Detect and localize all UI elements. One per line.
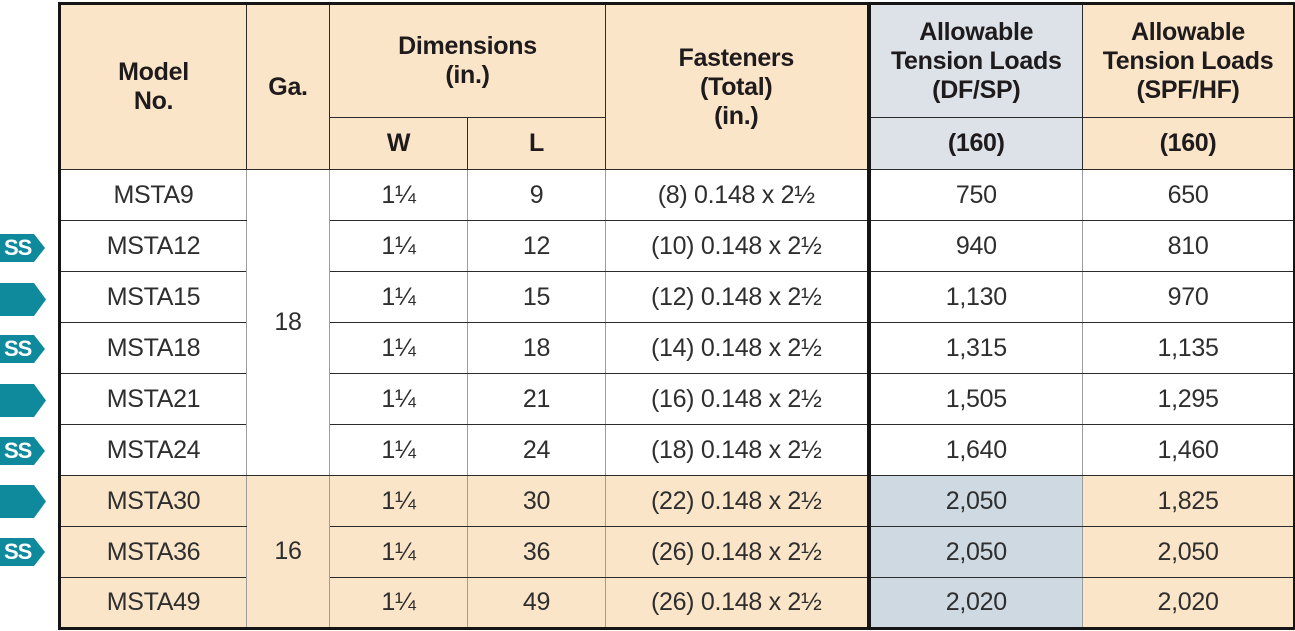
cell-load-dfsp: 2,050 — [866, 475, 1084, 527]
cell-w: 1¼ — [329, 526, 468, 578]
ss-badge-label: SS — [4, 539, 32, 564]
arrow-icon-msta15 — [0, 283, 46, 316]
table-row-msta24: MSTA24 1¼ 24 (18) 0.148 x 2½ 1,640 1,460 — [59, 424, 1295, 476]
ss-badge-msta24: SS — [0, 437, 45, 465]
cell-l: 49 — [466, 577, 607, 629]
cell-ga-16: 16 — [246, 475, 330, 629]
col-header-allowable-spfhf: Allowable Tension Loads (SPF/HF) — [1082, 3, 1295, 118]
cell-w: 1¼ — [329, 424, 468, 476]
cell-load-dfsp: 2,050 — [866, 526, 1084, 578]
ss-badge-msta36: SS — [0, 538, 45, 566]
cell-l: 21 — [466, 373, 607, 425]
cell-fasteners: (14) 0.148 x 2½ — [605, 322, 870, 374]
cell-load-dfsp: 1,130 — [866, 271, 1084, 323]
cell-model: MSTA24 — [59, 424, 247, 476]
cell-load-dfsp: 2,020 — [866, 577, 1084, 629]
table-row-msta49: MSTA49 1¼ 49 (26) 0.148 x 2½ 2,020 2,020 — [59, 577, 1295, 629]
col-header-rate-spfhf: (160) — [1082, 117, 1295, 170]
cell-fasteners: (12) 0.148 x 2½ — [605, 271, 870, 323]
cell-w: 1¼ — [329, 322, 468, 374]
cell-w: 1¼ — [329, 373, 468, 425]
cell-model: MSTA18 — [59, 322, 247, 374]
cell-w: 1¼ — [329, 577, 468, 629]
cell-fasteners: (22) 0.148 x 2½ — [605, 475, 870, 527]
cell-w: 1¼ — [329, 169, 468, 221]
cell-l: 15 — [466, 271, 607, 323]
cell-model: MSTA12 — [59, 220, 247, 272]
table-row-msta21: MSTA21 1¼ 21 (16) 0.148 x 2½ 1,505 1,295 — [59, 373, 1295, 425]
cell-load-spfhf: 970 — [1082, 271, 1295, 323]
table-header: Model No. Ga. Dimensions (in.) Fasteners… — [59, 3, 1295, 170]
col-header-rate-dfsp: (160) — [866, 117, 1084, 170]
arrow-icon-msta30 — [0, 485, 46, 518]
cell-model: MSTA30 — [59, 475, 247, 527]
table-row-msta9: MSTA9 18 1¼ 9 (8) 0.148 x 2½ 750 650 — [59, 169, 1295, 476]
load-table: Model No. Ga. Dimensions (in.) Fasteners… — [58, 2, 1295, 630]
ss-badge-label: SS — [4, 235, 32, 260]
arrow-icon-msta21 — [0, 384, 46, 417]
cell-load-dfsp: 940 — [866, 220, 1084, 272]
cell-fasteners: (18) 0.148 x 2½ — [605, 424, 870, 476]
cell-model: MSTA49 — [59, 577, 247, 629]
col-header-allowable-dfsp: Allowable Tension Loads (DF/SP) — [866, 3, 1084, 118]
col-header-fasteners: Fasteners (Total) (in.) — [605, 3, 870, 170]
cell-load-spfhf: 1,295 — [1082, 373, 1295, 425]
ss-badge-label: SS — [4, 336, 32, 361]
cell-load-spfhf: 650 — [1082, 169, 1295, 221]
cell-load-spfhf: 2,050 — [1082, 526, 1295, 578]
table-row-msta36: MSTA36 1¼ 36 (26) 0.148 x 2½ 2,050 2,050 — [59, 526, 1295, 578]
ss-badge-label: SS — [4, 438, 32, 463]
col-header-w: W — [329, 117, 468, 170]
table-row-msta18: MSTA18 1¼ 18 (14) 0.148 x 2½ 1,315 1,135 — [59, 322, 1295, 374]
table-row-msta15: MSTA15 1¼ 15 (12) 0.148 x 2½ 1,130 970 — [59, 271, 1295, 323]
cell-model: MSTA9 — [59, 169, 247, 221]
cell-load-spfhf: 1,460 — [1082, 424, 1295, 476]
cell-fasteners: (16) 0.148 x 2½ — [605, 373, 870, 425]
cell-fasteners: (26) 0.148 x 2½ — [605, 577, 870, 629]
col-header-ga: Ga. — [246, 3, 330, 170]
cell-ga-18: 18 — [246, 169, 330, 476]
cell-load-dfsp: 1,315 — [866, 322, 1084, 374]
cell-fasteners: (10) 0.148 x 2½ — [605, 220, 870, 272]
cell-w: 1¼ — [329, 271, 468, 323]
ss-badge-msta18: SS — [0, 335, 45, 363]
col-header-l: L — [466, 117, 607, 170]
cell-w: 1¼ — [329, 220, 468, 272]
cell-fasteners: (8) 0.148 x 2½ — [605, 169, 870, 221]
cell-l: 12 — [466, 220, 607, 272]
cell-model: MSTA15 — [59, 271, 247, 323]
cell-load-spfhf: 1,135 — [1082, 322, 1295, 374]
cell-l: 9 — [466, 169, 607, 221]
cell-model: MSTA21 — [59, 373, 247, 425]
cell-l: 24 — [466, 424, 607, 476]
cell-model: MSTA36 — [59, 526, 247, 578]
cell-w: 1¼ — [329, 475, 468, 527]
cell-load-spfhf: 1,825 — [1082, 475, 1295, 527]
cell-fasteners: (26) 0.148 x 2½ — [605, 526, 870, 578]
cell-l: 30 — [466, 475, 607, 527]
cell-load-dfsp: 1,505 — [866, 373, 1084, 425]
table-row-msta30: MSTA30 16 1¼ 30 (22) 0.148 x 2½ 2,050 1,… — [59, 475, 1295, 629]
table-body: MSTA9 18 1¼ 9 (8) 0.148 x 2½ 750 650 MST… — [59, 169, 1295, 629]
cell-load-spfhf: 810 — [1082, 220, 1295, 272]
cell-load-dfsp: 1,640 — [866, 424, 1084, 476]
col-header-model: Model No. — [59, 3, 247, 170]
cell-load-spfhf: 2,020 — [1082, 577, 1295, 629]
cell-l: 36 — [466, 526, 607, 578]
table-row-msta12: MSTA12 1¼ 12 (10) 0.148 x 2½ 940 810 — [59, 220, 1295, 272]
cell-l: 18 — [466, 322, 607, 374]
col-header-dimensions: Dimensions (in.) — [328, 3, 607, 118]
cell-load-dfsp: 750 — [866, 169, 1084, 221]
ss-badge-msta12: SS — [0, 234, 45, 262]
